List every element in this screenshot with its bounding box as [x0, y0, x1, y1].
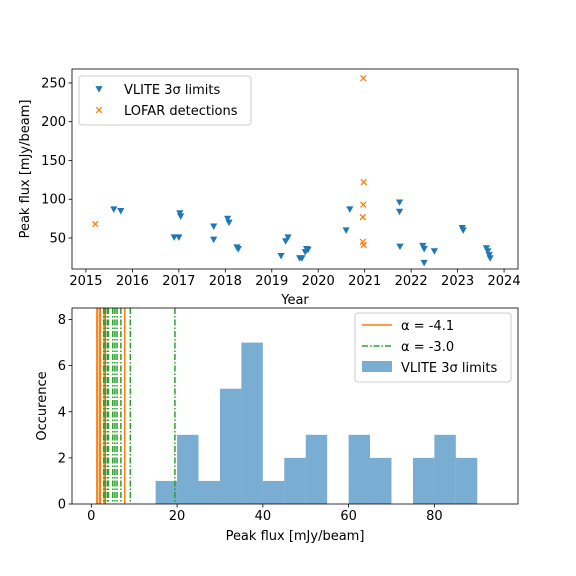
top-xtick-label: 2022: [395, 274, 428, 289]
bottom-axis-ticks: 0 20 40 60 80 0 2 4 6 8: [58, 313, 443, 524]
vlite-limit-point: [277, 252, 285, 260]
top-ytick-label: 200: [41, 115, 66, 130]
top-xtick-label: 2016: [116, 274, 149, 289]
vlite-limit-point: [395, 199, 404, 206]
lofar-detection-point: [91, 220, 99, 228]
bottom-legend: α = -4.1 α = -3.0 VLITE 3σ limits: [354, 312, 512, 383]
legend-alpha30-label: α = -3.0: [401, 340, 454, 355]
bottom-ylabel: Occurence: [35, 371, 50, 440]
vlite-limit-point: [117, 207, 125, 215]
vlite-limit-point: [346, 206, 354, 213]
bottom-ytick-label: 4: [58, 405, 66, 420]
histogram-bar: [305, 434, 328, 504]
bottom-ytick-label: 6: [58, 359, 66, 374]
bottom-legend-box: [354, 312, 512, 383]
vlite-limit-point: [210, 223, 218, 230]
lofar-detection-point: [360, 201, 367, 208]
top-axes-frame: [71, 68, 519, 270]
vlite-limit-point: [225, 219, 233, 227]
lofar-detection-point: [359, 213, 367, 221]
vlite-limit-point: [177, 213, 185, 220]
vlite-limit-point: [210, 236, 218, 244]
vlite-limit-point: [396, 243, 404, 251]
legend-lofar-cross-icon: [95, 106, 103, 114]
vlite-limit-point: [284, 234, 292, 241]
top-xtick-label: 2024: [488, 274, 521, 289]
top-ylabel: Peak flux [mJy/beam]: [18, 100, 33, 239]
vlite-limit-point: [395, 208, 404, 216]
legend-alpha41-label: α = -4.1: [401, 319, 454, 334]
vlite-limit-point: [224, 215, 232, 223]
bottom-xtick-label: 80: [426, 509, 443, 524]
histogram-bar: [219, 388, 242, 504]
histogram-bar: [284, 457, 306, 504]
bottom-xtick-label: 40: [255, 509, 272, 524]
alpha-lines: [96, 308, 176, 504]
top-legend: VLITE 3σ limits LOFAR detections: [78, 75, 252, 126]
top-xtick-label: 2018: [209, 274, 242, 289]
top-ytick-label: 150: [41, 154, 66, 169]
bottom-ytick-label: 0: [58, 498, 66, 513]
histogram-bar: [262, 480, 285, 504]
histogram-bar: [198, 480, 220, 504]
top-xtick-label: 2020: [302, 274, 335, 289]
lofar-detection-point: [360, 75, 367, 82]
bottom-xtick-label: 0: [87, 509, 95, 524]
histogram-bar: [241, 342, 263, 504]
legend-lofar-marker: [95, 106, 103, 114]
vlite-limit-point: [430, 248, 438, 255]
legend-vlite-triangle-icon: [95, 86, 103, 93]
top-ytick-label: 100: [41, 193, 66, 208]
top-panel: 2015 2016 2017 2018 2019 2020 2021 2022 2023 2024…: [18, 68, 521, 308]
legend-hist-label: VLITE 3σ limits: [401, 361, 497, 376]
vlite-limit-point: [170, 234, 178, 241]
top-xtick-label: 2019: [255, 274, 288, 289]
top-xtick-label: 2023: [441, 274, 474, 289]
vlite-limit-point: [342, 227, 350, 234]
legend-lofar-label: LOFAR detections: [124, 104, 238, 119]
vlite-limit-point: [484, 248, 492, 255]
histogram-bar: [455, 457, 478, 504]
top-ytick-label: 50: [49, 231, 66, 246]
legend-vlite-label: VLITE 3σ limits: [124, 83, 220, 98]
legend-hist-swatch: [362, 361, 392, 372]
top-ytick-label: 250: [41, 76, 66, 91]
lofar-detection-point: [360, 178, 368, 186]
bottom-ytick-label: 8: [58, 313, 66, 328]
vlite-limit-point: [298, 255, 306, 262]
vlite-limit-point: [110, 206, 118, 213]
bottom-axes-frame: [71, 307, 519, 505]
histogram-bars: [155, 342, 478, 504]
vlite-limit-point: [175, 234, 183, 241]
top-xtick-label: 2017: [162, 274, 195, 289]
bottom-xlabel: Peak flux [mJy/beam]: [226, 529, 365, 544]
lofar-detection-point: [360, 241, 368, 249]
vlite-limit-point: [486, 255, 494, 262]
top-axis-ticks: 2015 2016 2017 2018 2019 2020 2021 2022 2023 2024…: [41, 76, 520, 289]
vlite-limit-point: [304, 246, 312, 254]
bottom-panel: 0 20 40 60 80 0 2 4 6 8 Peak flux [mJy/beam] Occu…: [35, 307, 519, 544]
bottom-xtick-label: 60: [340, 509, 357, 524]
top-xtick-label: 2015: [69, 274, 102, 289]
top-legend-box: [78, 75, 252, 126]
bottom-ytick-label: 2: [58, 451, 66, 466]
vlite-limit-point: [420, 259, 428, 267]
legend-vlite-marker: [95, 86, 103, 93]
bottom-xtick-label: 20: [169, 509, 186, 524]
vlite-limit-point: [420, 245, 428, 253]
histogram-bar: [155, 480, 178, 504]
histogram-bar: [434, 434, 456, 504]
histogram-bar: [348, 434, 371, 504]
top-xtick-label: 2021: [348, 274, 381, 289]
top-plot-marks: [91, 75, 494, 267]
vlite-limit-point: [234, 245, 242, 253]
top-xlabel: Year: [280, 293, 309, 308]
vlite-limit-point: [459, 227, 467, 234]
histogram-bar: [370, 457, 392, 504]
histogram-bar: [177, 434, 199, 504]
histogram-bar: [412, 457, 435, 504]
